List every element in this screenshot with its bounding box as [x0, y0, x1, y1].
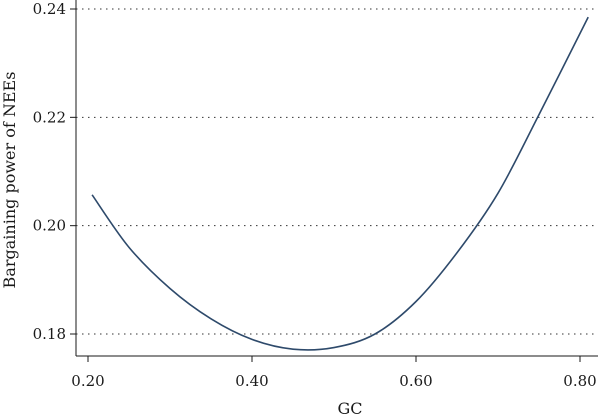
x-axis-title: GC: [337, 399, 362, 418]
x-axis-ticks: 0.20 0.40 0.60 0.80: [71, 356, 597, 390]
x-tick-label-3: 0.80: [563, 372, 596, 390]
y-axis-title: Bargaining power of NEEs: [0, 72, 19, 289]
y-axis-ticks: 0.18 0.20 0.22 0.24: [33, 0, 76, 343]
gridlines: [76, 8, 598, 335]
x-tick-label-1: 0.40: [235, 372, 268, 390]
axes: [75, 0, 598, 357]
series-line: [91, 16, 589, 351]
y-tick-label-3: 0.24: [33, 0, 66, 18]
y-tick-label-2: 0.22: [33, 108, 66, 126]
x-tick-label-0: 0.20: [71, 372, 104, 390]
y-tick-label-1: 0.20: [33, 217, 66, 235]
y-tick-label-0: 0.18: [33, 325, 66, 343]
x-tick-label-2: 0.60: [399, 372, 432, 390]
